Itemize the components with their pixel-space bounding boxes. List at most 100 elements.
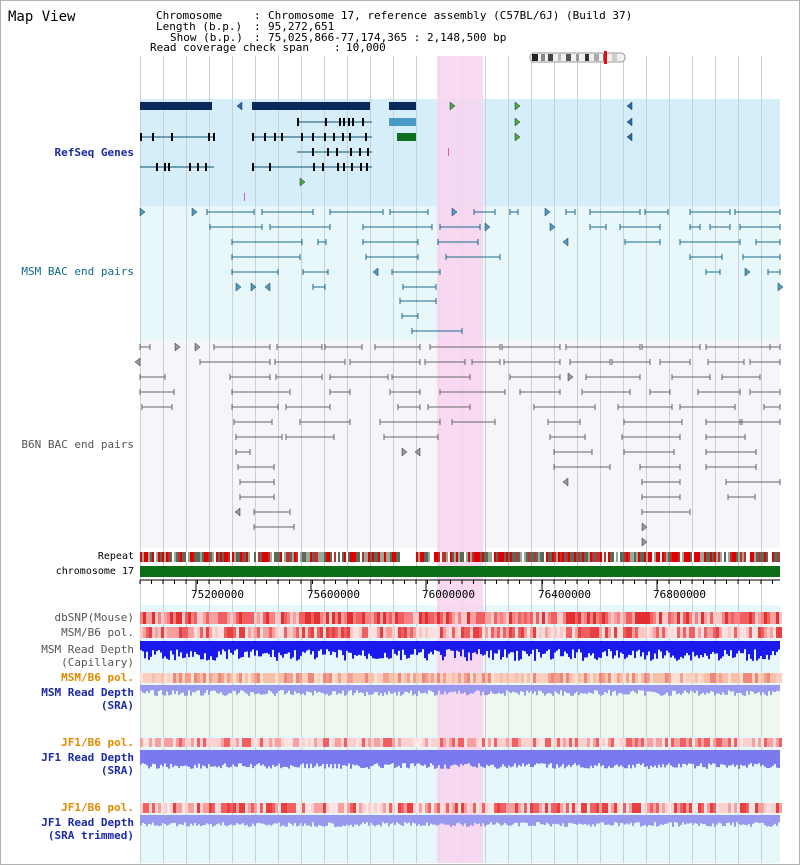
repeat-bar [692, 552, 694, 562]
repeat-bar [608, 552, 610, 562]
depth-bar [528, 815, 530, 827]
heat-cell [281, 612, 284, 624]
heat-cell [173, 803, 176, 813]
bac-end-icon [451, 207, 458, 217]
depth-bar [416, 815, 418, 827]
heat-cell [431, 803, 434, 813]
depth-bar [264, 750, 266, 767]
selected-region-highlight[interactable] [437, 56, 483, 863]
depth-bar [244, 750, 246, 767]
jf1-depth-trim-track[interactable] [140, 815, 780, 827]
depth-bar [288, 685, 290, 691]
depth-bar [288, 750, 290, 769]
heat-cell [407, 673, 410, 683]
depth-bar [558, 750, 560, 768]
depth-bar [576, 750, 578, 766]
msm-bac-track-label[interactable]: MSM BAC end pairs [21, 265, 134, 278]
heat-cell [452, 803, 455, 813]
msm-bac-track[interactable] [139, 207, 784, 334]
jf1-b6-pol-track-2[interactable] [140, 803, 782, 813]
heat-cell [461, 627, 464, 638]
repeat-track[interactable] [140, 552, 780, 562]
heat-cell [299, 673, 302, 683]
gene-exon [312, 148, 314, 156]
repeat-bar [646, 552, 648, 562]
repeat-bar [178, 552, 180, 562]
chromosome-ideogram[interactable] [529, 51, 626, 64]
repeat-bar [484, 552, 486, 562]
depth-bar [490, 750, 492, 765]
heat-cell [152, 627, 155, 638]
msm-depth-capillary-track[interactable] [140, 641, 780, 661]
depth-bar [458, 815, 460, 823]
depth-bar [708, 815, 710, 827]
depth-bar [168, 750, 170, 769]
msm-depth-sra-track[interactable] [140, 685, 780, 696]
heat-cell [368, 803, 371, 813]
depth-bar [470, 815, 472, 825]
depth-bar [616, 641, 618, 651]
depth-bar [462, 641, 464, 650]
depth-bar [212, 685, 214, 691]
depth-bar [644, 815, 646, 825]
depth-bar [636, 815, 638, 823]
depth-bar [238, 750, 240, 764]
dbsnp-track[interactable] [140, 612, 782, 624]
refseq-track-label[interactable]: RefSeq Genes [54, 146, 134, 159]
depth-bar [570, 641, 572, 660]
ideogram-band [585, 54, 589, 61]
depth-bar [560, 750, 562, 767]
depth-bar [408, 641, 410, 658]
depth-bar [430, 685, 432, 692]
gene-exon [189, 163, 191, 171]
depth-bar [228, 815, 230, 826]
heat-cell [572, 803, 575, 813]
depth-bar [616, 685, 618, 696]
heat-cell [704, 627, 707, 638]
heat-cell [434, 738, 437, 747]
heat-cell [431, 673, 434, 683]
heat-cell [269, 627, 272, 638]
depth-bar [568, 641, 570, 658]
gene-marker [448, 148, 449, 156]
heat-cell [389, 803, 392, 813]
depth-bar [532, 815, 534, 826]
depth-bar [236, 641, 238, 650]
repeat-bar [192, 552, 194, 562]
repeat-bar [446, 552, 448, 562]
heat-cell [698, 673, 701, 683]
msm-b6-pol-track[interactable] [140, 627, 782, 638]
msm-b6-pol-track-2[interactable] [140, 673, 782, 683]
heat-cell [362, 803, 365, 813]
heat-cell [359, 673, 362, 683]
depth-bar [202, 815, 204, 826]
depth-bar [760, 641, 762, 657]
heat-cell [488, 803, 491, 813]
heat-cell [638, 738, 641, 747]
repeat-bar [246, 552, 248, 562]
depth-bar [382, 815, 384, 823]
depth-bar [444, 641, 446, 657]
repeat-bar [502, 552, 504, 562]
heat-cell [401, 673, 404, 683]
depth-bar [738, 815, 740, 825]
chromosome-bar[interactable] [140, 566, 780, 577]
heat-cell [533, 803, 536, 813]
depth-bar [472, 685, 474, 694]
heat-cell [437, 612, 440, 624]
heat-cell [164, 738, 167, 747]
heat-cell [161, 627, 164, 638]
b6n-bac-track-label[interactable]: B6N BAC end pairs [21, 438, 134, 451]
heat-cell [371, 627, 374, 638]
jf1-depth-sra-track[interactable] [140, 750, 780, 769]
coverage-sep: : [334, 41, 341, 54]
jf1-b6-pol-track[interactable] [140, 738, 782, 747]
heat-cell [371, 738, 374, 747]
heat-cell [284, 612, 287, 624]
heat-cell [587, 803, 590, 813]
refseq-genes-track[interactable] [140, 101, 633, 201]
repeat-bar [306, 552, 308, 562]
b6n-bac-track[interactable] [134, 342, 781, 547]
gene-direction-icon [514, 101, 521, 111]
